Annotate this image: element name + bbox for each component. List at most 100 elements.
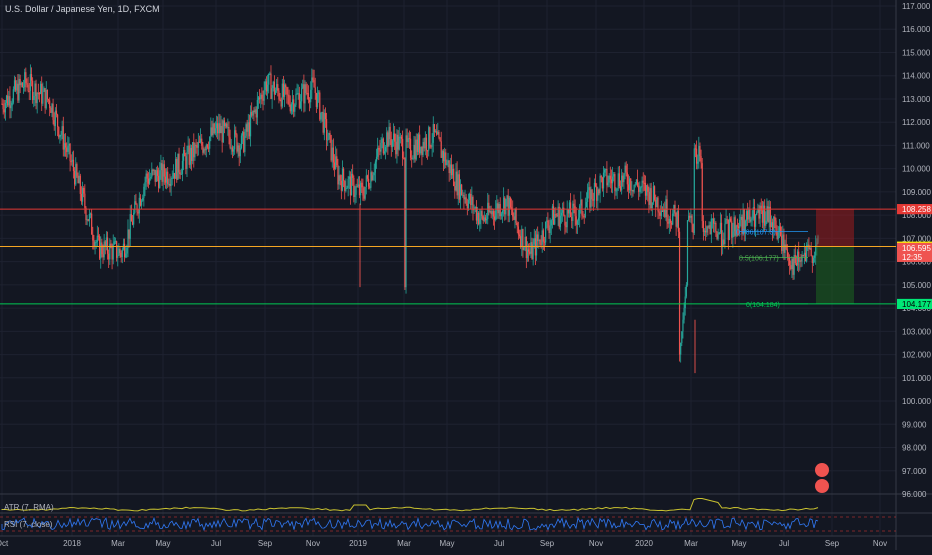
candle-body — [454, 186, 456, 191]
candle-body — [215, 123, 218, 129]
candle — [480, 208, 482, 229]
candle — [453, 164, 455, 187]
candle — [617, 166, 619, 191]
candle — [253, 107, 255, 122]
candle — [466, 198, 468, 216]
candle-body — [639, 187, 641, 192]
candle — [695, 140, 698, 170]
candle — [486, 212, 488, 224]
candle — [333, 154, 336, 177]
candle — [58, 126, 60, 140]
candle — [664, 201, 666, 219]
candle-body — [205, 144, 207, 151]
candle — [331, 139, 333, 168]
candle-body — [432, 124, 434, 143]
candle — [46, 89, 48, 103]
candle — [232, 146, 235, 157]
candle-body — [593, 182, 596, 201]
candle — [282, 75, 285, 100]
candle — [621, 169, 623, 195]
candle — [214, 121, 216, 136]
candle — [272, 80, 274, 92]
candle — [198, 135, 201, 143]
price-label-bg — [897, 242, 932, 253]
candle — [219, 114, 221, 141]
candle-body — [579, 205, 581, 218]
candle-body — [201, 138, 203, 146]
candle-body — [299, 101, 302, 108]
candle — [230, 138, 232, 155]
candle-body — [172, 173, 174, 179]
candle — [349, 171, 352, 205]
candle-body — [227, 127, 229, 129]
candle-body — [499, 204, 501, 217]
candle — [495, 200, 497, 222]
candle-body — [288, 95, 290, 105]
candle — [653, 185, 656, 202]
candle — [728, 213, 731, 241]
candle — [167, 166, 169, 189]
candle-body — [623, 173, 625, 183]
candle — [535, 228, 538, 261]
candle-body — [720, 222, 723, 246]
candle — [19, 74, 21, 94]
candle-body — [781, 236, 783, 251]
candle — [321, 111, 323, 122]
candle — [656, 197, 658, 208]
candle — [142, 194, 144, 202]
candle — [457, 170, 459, 206]
candle — [792, 257, 794, 281]
y-tick-label: 107.000 — [902, 234, 931, 243]
candle — [70, 154, 72, 166]
candle-body — [152, 169, 154, 171]
candle — [475, 200, 477, 225]
candle-body — [128, 229, 130, 239]
candle — [413, 135, 415, 163]
candle-body — [165, 171, 168, 183]
candle — [416, 133, 418, 156]
candle-body — [421, 146, 423, 155]
candle — [482, 214, 484, 224]
candle-body — [293, 99, 295, 112]
y-tick-label: 99.000 — [902, 420, 927, 429]
x-tick-label: Sep — [540, 539, 555, 548]
candle-body — [590, 189, 592, 208]
candle-body — [217, 123, 219, 134]
candle — [295, 88, 297, 107]
candle — [625, 161, 627, 177]
candle — [68, 137, 70, 155]
candle-body — [693, 148, 695, 233]
candle — [314, 77, 316, 100]
candle — [3, 99, 5, 119]
fib-level-label: 0.786(107.3) — [736, 229, 776, 236]
candle — [52, 98, 54, 125]
candle-body — [260, 94, 262, 100]
candle — [245, 122, 247, 138]
candle — [425, 133, 428, 158]
candle — [249, 105, 252, 147]
price-label-text: 108.258 — [902, 205, 931, 214]
candle-body — [15, 80, 17, 91]
candle-body — [80, 193, 83, 202]
candle-body — [335, 156, 337, 169]
candle-body — [36, 92, 38, 104]
candle-body — [751, 218, 753, 220]
candle — [235, 126, 237, 138]
candle — [624, 162, 626, 180]
candle-body — [123, 243, 126, 258]
candle — [63, 133, 66, 157]
rsi-indicator-label[interactable]: RSI (7, close) — [4, 520, 53, 529]
atr-indicator-label[interactable]: ATR (7, RMA) — [4, 503, 54, 512]
candle — [17, 74, 19, 103]
candle-body — [154, 169, 156, 182]
candle-body — [60, 134, 62, 136]
candle — [714, 217, 716, 233]
candle-body — [815, 245, 817, 256]
candle — [750, 216, 752, 227]
candle — [682, 312, 684, 339]
candle-body — [324, 113, 327, 120]
candle — [242, 130, 244, 145]
y-axis: 117.000 116.000 115.000 114.000 113.000 112.0… — [902, 2, 931, 499]
